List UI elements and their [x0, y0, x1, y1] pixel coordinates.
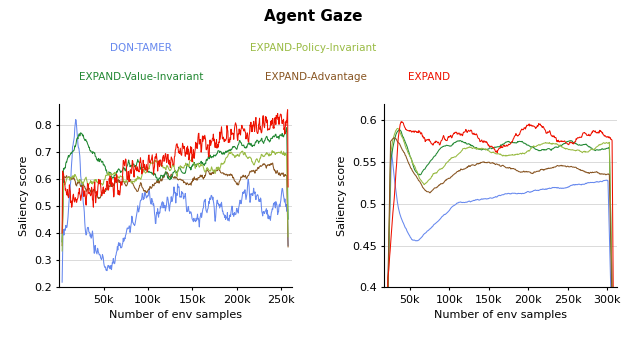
Text: EXPAND: EXPAND [408, 71, 450, 82]
Text: EXPAND-Value-Invariant: EXPAND-Value-Invariant [79, 71, 203, 82]
Y-axis label: Saliency score: Saliency score [19, 155, 29, 236]
X-axis label: Number of env samples: Number of env samples [434, 310, 567, 321]
Text: Agent Gaze: Agent Gaze [264, 8, 362, 23]
Text: DQN-TAMER: DQN-TAMER [110, 42, 172, 53]
Text: EXPAND-Advantage: EXPAND-Advantage [265, 71, 367, 82]
Y-axis label: Saliency score: Saliency score [337, 155, 347, 236]
Text: EXPAND-Policy-Invariant: EXPAND-Policy-Invariant [250, 42, 376, 53]
X-axis label: Number of env samples: Number of env samples [109, 310, 242, 321]
